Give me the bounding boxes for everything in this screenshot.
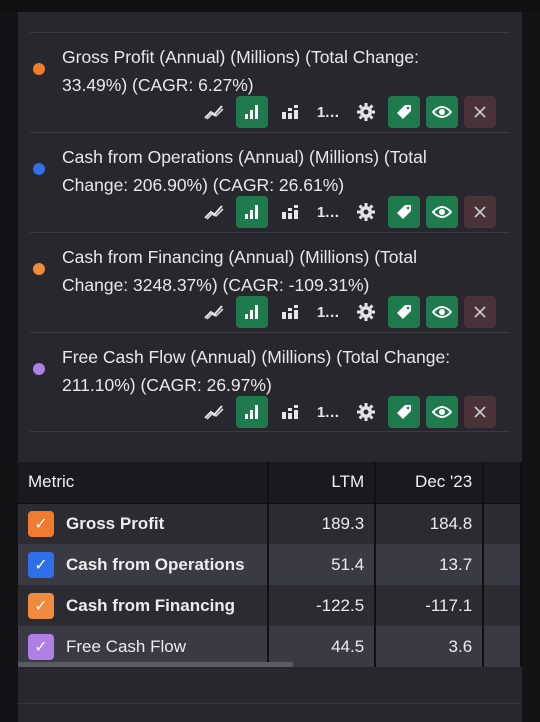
dec23-value: -117.1 (375, 585, 485, 626)
stacked-bar-icon[interactable] (274, 396, 306, 428)
ltm-value: 51.4 (268, 544, 377, 585)
metric-cell: ✓ Cash from Financing (18, 585, 270, 626)
table-row: ✓ Cash from Financing -122.5 -117.1 (18, 585, 522, 626)
ltm-value: 44.5 (268, 626, 377, 667)
table-row: ✓ Free Cash Flow 44.5 3.6 (18, 626, 522, 667)
checkbox[interactable]: ✓ (28, 551, 54, 578)
series-title: Gross Profit (Annual) (Millions) (Total … (62, 47, 419, 95)
tag-icon[interactable] (388, 296, 420, 328)
dec23-value: 184.8 (375, 503, 485, 544)
bar-chart-icon[interactable] (236, 396, 268, 428)
eye-icon[interactable] (426, 396, 458, 428)
series-title: Cash from Financing (Annual) (Millions) … (62, 247, 417, 295)
checkbox[interactable]: ✓ (28, 592, 54, 619)
top-bar (0, 0, 540, 12)
series-actions: 1… (198, 296, 496, 328)
trend-line-icon[interactable] (198, 96, 230, 128)
tag-icon[interactable] (388, 96, 420, 128)
tag-icon[interactable] (388, 196, 420, 228)
eye-icon[interactable] (426, 96, 458, 128)
chart-settings-panel: Gross Profit (Annual) (Millions) (Total … (18, 12, 522, 722)
dec23-value: 3.6 (375, 626, 485, 667)
close-icon[interactable] (464, 96, 496, 128)
series-actions: 1… (198, 96, 496, 128)
divider (18, 703, 522, 704)
metrics-table-container[interactable]: Metric LTM Dec '23 ✓ Gross Profit 189.3 1… (18, 462, 522, 680)
metric-cell: ✓ Free Cash Flow (18, 626, 270, 667)
metric-name: Gross Profit (66, 513, 165, 533)
metric-name: Free Cash Flow (66, 636, 186, 656)
close-icon[interactable] (464, 296, 496, 328)
trend-line-icon[interactable] (198, 396, 230, 428)
stacked-bar-icon[interactable] (274, 196, 306, 228)
series-title: Cash from Operations (Annual) (Millions)… (62, 147, 427, 195)
ltm-value: -122.5 (268, 585, 377, 626)
series-title: Free Cash Flow (Annual) (Millions) (Tota… (62, 347, 451, 395)
sort-label: 1… (316, 303, 340, 321)
next-period-value (483, 544, 522, 585)
bar-chart-icon[interactable] (236, 296, 268, 328)
table-row: ✓ Gross Profit 189.3 184.8 (18, 503, 522, 544)
horizontal-scrollbar[interactable] (18, 662, 293, 667)
series-item: Cash from Operations (Annual) (Millions)… (30, 132, 510, 232)
checkbox[interactable]: ✓ (28, 510, 54, 537)
metric-name: Cash from Operations (66, 554, 245, 574)
sort-icon[interactable]: 1… (312, 296, 344, 328)
next-period-value (483, 585, 522, 626)
series-color-dot (33, 263, 45, 275)
bar-chart-icon[interactable] (236, 96, 268, 128)
sort-icon[interactable]: 1… (312, 396, 344, 428)
eye-icon[interactable] (426, 296, 458, 328)
ltm-value: 189.3 (268, 503, 377, 544)
gear-icon[interactable] (350, 96, 382, 128)
header-metric[interactable]: Metric (18, 462, 270, 504)
metric-cell: ✓ Cash from Operations (18, 544, 270, 585)
stacked-bar-icon[interactable] (274, 296, 306, 328)
header-dec23[interactable]: Dec '23 (375, 462, 485, 504)
sort-label: 1… (316, 403, 340, 421)
sort-label: 1… (316, 203, 340, 221)
series-color-dot (33, 363, 45, 375)
series-color-dot (33, 163, 45, 175)
bar-chart-icon[interactable] (236, 196, 268, 228)
eye-icon[interactable] (426, 196, 458, 228)
header-ltm[interactable]: LTM (268, 462, 377, 504)
dec23-value: 13.7 (375, 544, 485, 585)
metric-cell: ✓ Gross Profit (18, 503, 270, 544)
metrics-table: Metric LTM Dec '23 ✓ Gross Profit 189.3 1… (18, 462, 522, 667)
series-item: Gross Profit (Annual) (Millions) (Total … (30, 32, 510, 132)
series-item: Cash from Financing (Annual) (Millions) … (30, 232, 510, 332)
checkbox[interactable]: ✓ (28, 633, 54, 660)
series-color-dot (33, 63, 45, 75)
series-list: Gross Profit (Annual) (Millions) (Total … (30, 32, 510, 432)
gear-icon[interactable] (350, 396, 382, 428)
next-period-value (483, 626, 522, 667)
sort-icon[interactable]: 1… (312, 196, 344, 228)
series-actions: 1… (198, 396, 496, 428)
sort-icon[interactable]: 1… (312, 96, 344, 128)
table-row: ✓ Cash from Operations 51.4 13.7 (18, 544, 522, 585)
gear-icon[interactable] (350, 296, 382, 328)
stacked-bar-icon[interactable] (274, 96, 306, 128)
close-icon[interactable] (464, 396, 496, 428)
close-icon[interactable] (464, 196, 496, 228)
series-item: Free Cash Flow (Annual) (Millions) (Tota… (30, 332, 510, 432)
table-header-row: Metric LTM Dec '23 (18, 462, 522, 504)
tag-icon[interactable] (388, 396, 420, 428)
trend-line-icon[interactable] (198, 296, 230, 328)
metric-name: Cash from Financing (66, 595, 236, 615)
trend-line-icon[interactable] (198, 196, 230, 228)
next-period-value (483, 503, 522, 544)
gear-icon[interactable] (350, 196, 382, 228)
sort-label: 1… (316, 103, 340, 121)
header-next-period[interactable] (483, 462, 522, 504)
series-actions: 1… (198, 196, 496, 228)
